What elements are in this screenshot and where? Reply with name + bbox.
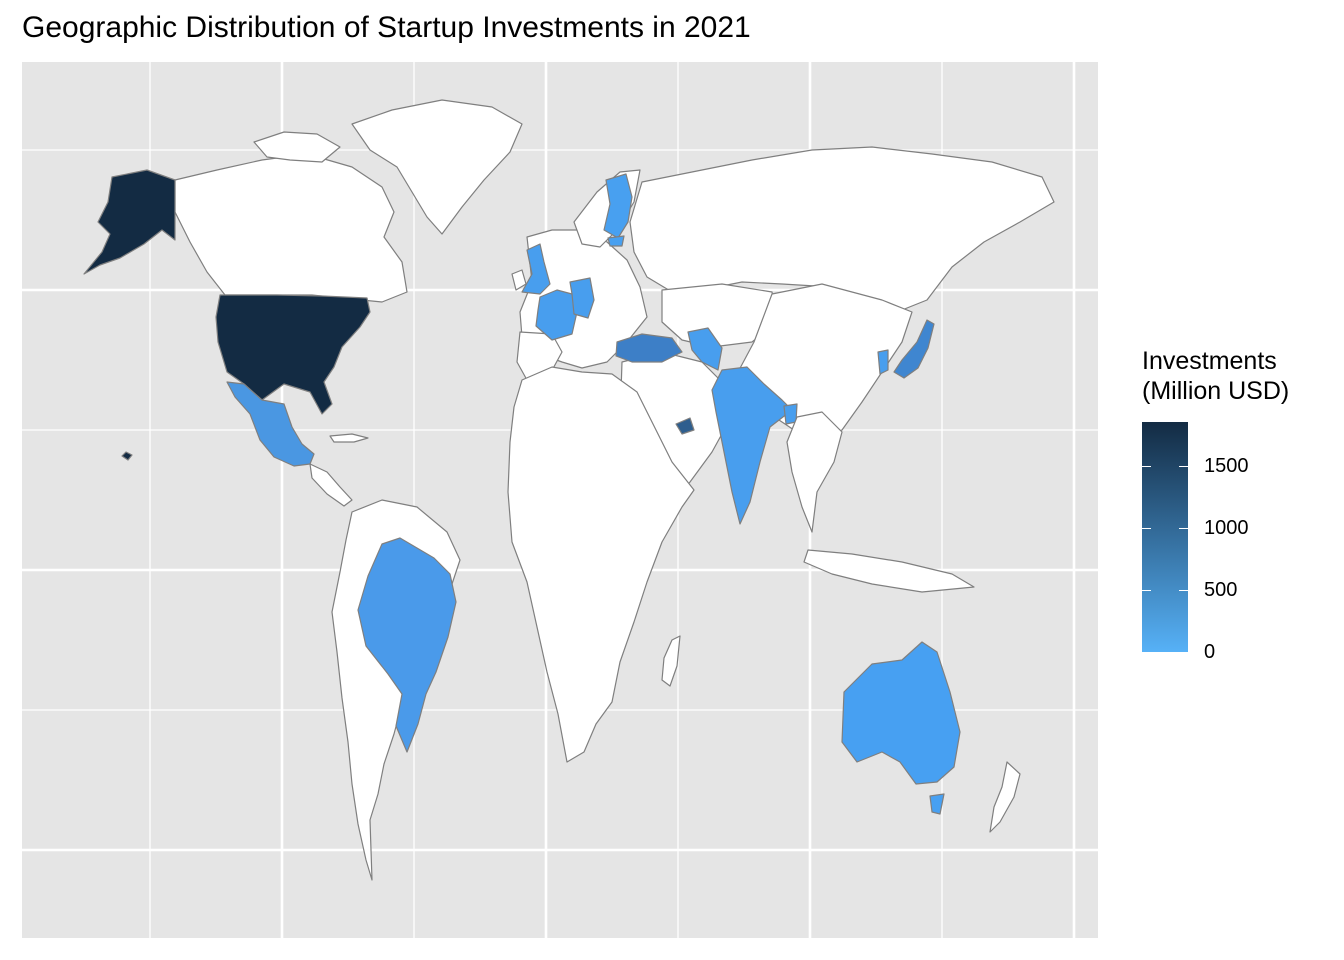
region-indonesia [803,549,975,593]
map-panel [22,62,1098,938]
region-tasmania [929,793,945,815]
legend-color-bar [1142,422,1188,652]
region-finland [603,173,633,239]
region-mexico [226,381,315,467]
region-alaska [83,169,176,275]
region-uae [675,417,695,435]
legend-tick-mark [1179,527,1188,529]
region-russia [629,146,1055,311]
legend-tick-mark [1179,465,1188,467]
region-ireland [511,269,527,291]
legend-tick-label: 1500 [1204,454,1249,477]
region-germany [569,277,595,319]
region-madagascar [661,635,681,687]
region-brazil [357,537,457,753]
legend-tick-mark [1142,527,1151,529]
world-map [22,62,1098,938]
region-australia [841,641,961,785]
region-japan [893,319,935,379]
legend-title-line1: Investments [1142,347,1277,375]
legend-title-line2: (Million USD) [1142,377,1290,405]
chart-title: Geographic Distribution of Startup Inves… [22,11,751,44]
region-united-kingdom [521,243,551,295]
region-greenland [351,99,523,235]
legend-tick-mark [1142,465,1151,467]
region-southeast-asia [786,411,843,533]
legend: Investments (Million USD) 1500 1000 500 0 [1142,346,1332,666]
legend-tick-mark [1142,652,1151,653]
region-caribbean [329,433,369,443]
region-canada [174,153,408,303]
region-new-zealand [989,761,1021,833]
region-south-korea [877,349,889,375]
legend-tick-mark [1179,589,1188,591]
region-hawaii [121,451,133,461]
region-france [535,289,578,341]
legend-tick-mark [1142,589,1151,591]
legend-tick-label: 500 [1204,578,1238,601]
region-arctic-islands [253,131,341,163]
region-turkey [615,333,683,363]
map-shapes [83,99,1055,881]
region-united-states [215,294,371,415]
region-central-america [309,463,353,507]
legend-tick-mark [1179,652,1188,653]
region-estonia [607,235,625,247]
region-india [711,366,793,525]
legend-tick-label: 0 [1204,641,1216,663]
region-africa [507,366,695,763]
region-pakistan [687,327,723,371]
legend-tick-label: 1000 [1204,516,1249,539]
legend-title: Investments (Million USD) [1142,346,1332,406]
